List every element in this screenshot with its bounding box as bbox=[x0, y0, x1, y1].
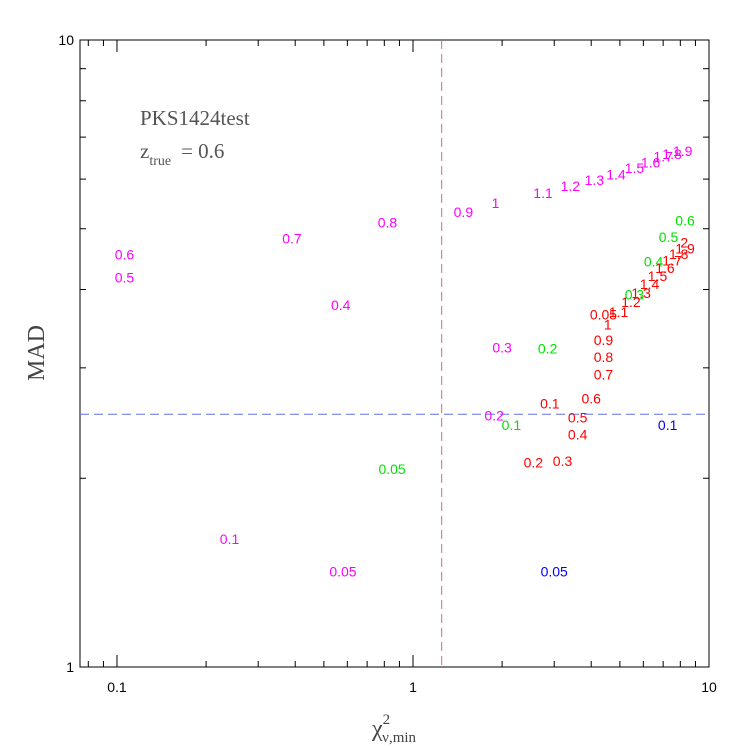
x-tick-label: 1 bbox=[409, 679, 417, 695]
data-point-label: 1 bbox=[604, 316, 612, 332]
data-point-label: 0.1 bbox=[502, 417, 522, 433]
data-point-label: 0.3 bbox=[553, 453, 573, 469]
data-point-label: 1.9 bbox=[675, 241, 695, 257]
data-point-label: 1.3 bbox=[631, 285, 651, 301]
data-point-label: 0.9 bbox=[594, 332, 614, 348]
data-point-label: 0.6 bbox=[115, 246, 135, 262]
data-point-label: 2 bbox=[680, 235, 688, 251]
data-point-label: 0.8 bbox=[594, 349, 614, 365]
y-tick-label: 10 bbox=[58, 32, 74, 48]
data-point-label: 0.2 bbox=[538, 341, 558, 357]
x-axis-title: χ2 ν,min bbox=[371, 712, 417, 746]
plot-annotation: PKS1424test ztrue = 0.6 bbox=[140, 106, 250, 169]
data-point-label: 1.8 bbox=[662, 146, 682, 162]
annotation-source-name: PKS1424test bbox=[140, 106, 250, 130]
annotation-z-subscript: true bbox=[149, 154, 171, 169]
data-point-label: 0.8 bbox=[378, 214, 398, 230]
data-point-label: 0.05 bbox=[329, 564, 356, 580]
data-point-label: 0.5 bbox=[659, 229, 679, 245]
data-point-label: 0.05 bbox=[378, 461, 405, 477]
data-point-label: 0.7 bbox=[282, 231, 302, 247]
data-point-label: 0.3 bbox=[625, 286, 645, 302]
data-point-label: 1.4 bbox=[640, 276, 660, 292]
data-point-label: 1.6 bbox=[641, 154, 661, 170]
data-point-label: 1.7 bbox=[653, 148, 673, 164]
data-point-label: 1.2 bbox=[621, 294, 641, 310]
annotation-redshift: ztrue = 0.6 bbox=[140, 139, 224, 169]
data-point-label: 1.5 bbox=[625, 160, 645, 176]
data-point-label: 0.5 bbox=[115, 270, 135, 286]
data-point-label: 1.4 bbox=[606, 167, 626, 183]
x-tick-label: 10 bbox=[701, 679, 717, 695]
x-axis-subscript: ν,min bbox=[382, 730, 416, 746]
annotation-z-value: = 0.6 bbox=[181, 139, 224, 163]
data-point-label: 0.1 bbox=[220, 531, 240, 547]
data-point-label: 0.05 bbox=[590, 306, 617, 322]
data-point-label: 0.05 bbox=[541, 564, 568, 580]
data-point-label: 1 bbox=[492, 195, 500, 211]
reference-lines bbox=[80, 40, 709, 667]
annotation-z-symbol: z bbox=[140, 139, 149, 163]
data-point-label: 1.2 bbox=[561, 178, 581, 194]
axis-ticks bbox=[80, 39, 710, 668]
data-point-label: 0.2 bbox=[524, 454, 544, 470]
data-point-label: 0.4 bbox=[644, 254, 664, 270]
x-tick-label: 0.1 bbox=[107, 679, 127, 695]
data-point-label: 1.8 bbox=[669, 246, 689, 262]
y-axis-title: MAD bbox=[24, 325, 50, 381]
y-tick-label: 1 bbox=[66, 659, 74, 675]
data-point-label: 1.1 bbox=[609, 304, 629, 320]
data-point-label: 0.6 bbox=[581, 391, 601, 407]
data-point-labels: 0.050.10.20.30.40.50.60.70.80.911.1 1.2 1.… bbox=[115, 143, 695, 579]
data-point-label: 0.2 bbox=[484, 407, 504, 423]
data-point-label: 0.1 bbox=[540, 396, 560, 412]
data-point-label: 1.7 bbox=[662, 252, 682, 268]
plot-frame bbox=[79, 39, 710, 668]
data-point-label: 0.3 bbox=[492, 340, 512, 356]
data-point-label: 0.4 bbox=[331, 297, 351, 313]
data-point-label: 0.9 bbox=[454, 204, 474, 220]
data-point-label: 0.1 bbox=[658, 417, 678, 433]
data-point-label: 0.7 bbox=[594, 366, 614, 382]
data-point-label: 1.3 bbox=[585, 172, 605, 188]
data-point-label: 1.9 bbox=[673, 143, 693, 159]
data-point-label: 0.6 bbox=[675, 213, 695, 229]
data-point-label: 0.4 bbox=[568, 426, 588, 442]
data-point-label: 1.6 bbox=[655, 260, 675, 276]
data-point-label: 1.1 bbox=[533, 185, 553, 201]
x-axis-symbol: χ bbox=[371, 716, 383, 742]
x-axis-superscript: 2 bbox=[383, 712, 391, 728]
axis-tick-labels: 0.1 1 10 1 10 bbox=[58, 32, 717, 695]
data-point-label: 0.5 bbox=[568, 409, 588, 425]
data-point-label: 1.5 bbox=[648, 268, 668, 284]
